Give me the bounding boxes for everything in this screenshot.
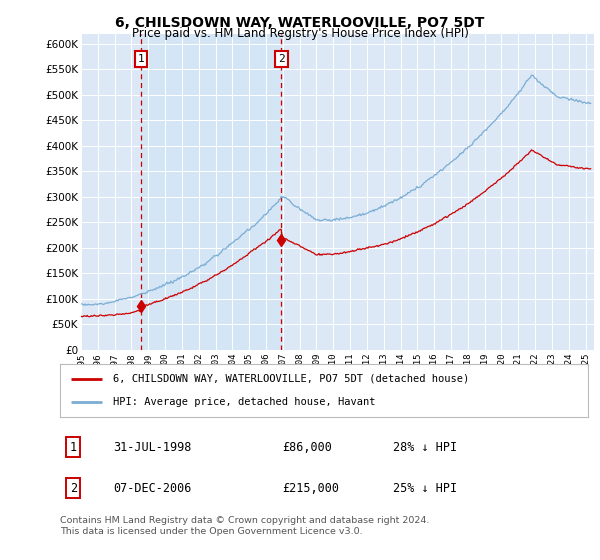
Text: £86,000: £86,000 [282,441,332,454]
Text: Price paid vs. HM Land Registry's House Price Index (HPI): Price paid vs. HM Land Registry's House … [131,27,469,40]
Text: 28% ↓ HPI: 28% ↓ HPI [392,441,457,454]
Text: 1: 1 [70,441,77,454]
Text: 25% ↓ HPI: 25% ↓ HPI [392,482,457,494]
Text: 07-DEC-2006: 07-DEC-2006 [113,482,191,494]
Text: HPI: Average price, detached house, Havant: HPI: Average price, detached house, Hava… [113,397,376,407]
Text: 2: 2 [278,54,285,64]
Bar [141,34,281,350]
Text: Contains HM Land Registry data © Crown copyright and database right 2024.
This d: Contains HM Land Registry data © Crown c… [60,516,430,536]
Text: £215,000: £215,000 [282,482,339,494]
Text: 31-JUL-1998: 31-JUL-1998 [113,441,191,454]
Text: 6, CHILSDOWN WAY, WATERLOOVILLE, PO7 5DT: 6, CHILSDOWN WAY, WATERLOOVILLE, PO7 5DT [115,16,485,30]
Text: 2: 2 [70,482,77,494]
Text: 6, CHILSDOWN WAY, WATERLOOVILLE, PO7 5DT (detached house): 6, CHILSDOWN WAY, WATERLOOVILLE, PO7 5DT… [113,374,469,384]
Text: 1: 1 [138,54,145,64]
